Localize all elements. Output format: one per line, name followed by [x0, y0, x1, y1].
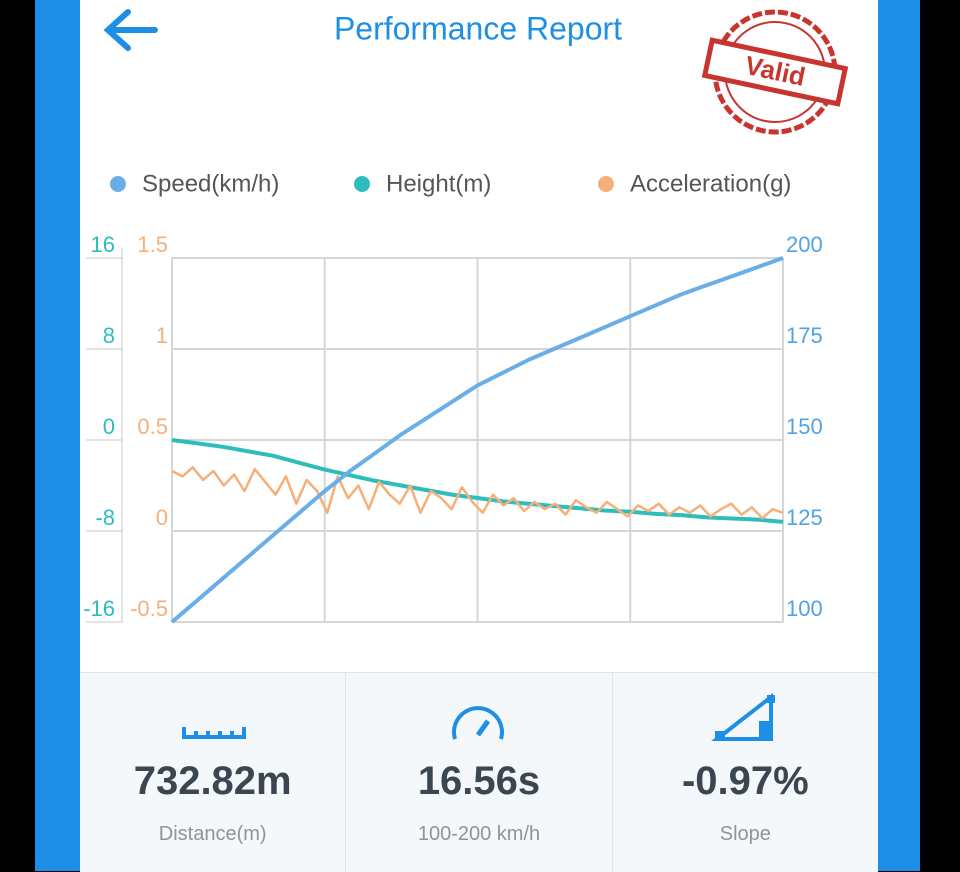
y2-tick-label: 0 — [156, 505, 168, 530]
legend-marker — [110, 176, 126, 192]
y-tick-label: 8 — [103, 323, 115, 348]
back-button[interactable] — [103, 9, 158, 51]
legend-marker — [598, 176, 614, 192]
chart: Performance Report Valid -16-80816-0.500… — [83, 9, 849, 624]
stat-value: -0.97% — [681, 759, 809, 803]
series-line — [171, 438, 784, 524]
series-line — [171, 466, 784, 520]
slope-icon — [710, 692, 775, 741]
stat-card: 16.56s 100-200 km/h — [346, 673, 613, 872]
gauge-icon — [452, 706, 505, 740]
ruler-icon — [182, 727, 246, 739]
legend-label: Acceleration(g) — [630, 170, 791, 197]
y-tick-label: 16 — [91, 232, 115, 257]
y3-tick-label: 125 — [786, 505, 823, 530]
page-title: Performance Report — [334, 10, 622, 46]
y-tick-label: -16 — [83, 596, 115, 621]
y3-tick-label: 100 — [786, 596, 823, 621]
stats-panel: 732.82m Distance(m) 16.56s 100-200 km/h … — [80, 672, 878, 872]
series-line — [170, 256, 784, 624]
legend-marker — [354, 176, 370, 192]
stat-label: Slope — [719, 823, 771, 845]
stat-label: 100-200 km/h — [417, 823, 541, 845]
valid-stamp: Valid — [701, 9, 849, 135]
stat-value: 732.82m — [133, 759, 292, 803]
y-tick-label: -8 — [95, 505, 115, 530]
legend-label: Height(m) — [386, 170, 491, 197]
y-tick-label: 0 — [103, 414, 115, 439]
y3-tick-label: 150 — [786, 414, 823, 439]
y2-tick-label: 1.5 — [137, 232, 168, 257]
y3-tick-label: 175 — [786, 323, 823, 348]
stat-card: 732.82m Distance(m) — [80, 673, 347, 872]
stat-value: 16.56s — [417, 759, 541, 803]
y2-tick-label: 0.5 — [137, 414, 168, 439]
y2-tick-label: 1 — [156, 323, 168, 348]
stat-label: Distance(m) — [158, 823, 267, 845]
y3-tick-label: 200 — [786, 232, 823, 257]
stat-card: -0.97% Slope — [613, 673, 878, 872]
legend-label: Speed(km/h) — [142, 170, 279, 197]
y2-tick-label: -0.5 — [130, 596, 168, 621]
